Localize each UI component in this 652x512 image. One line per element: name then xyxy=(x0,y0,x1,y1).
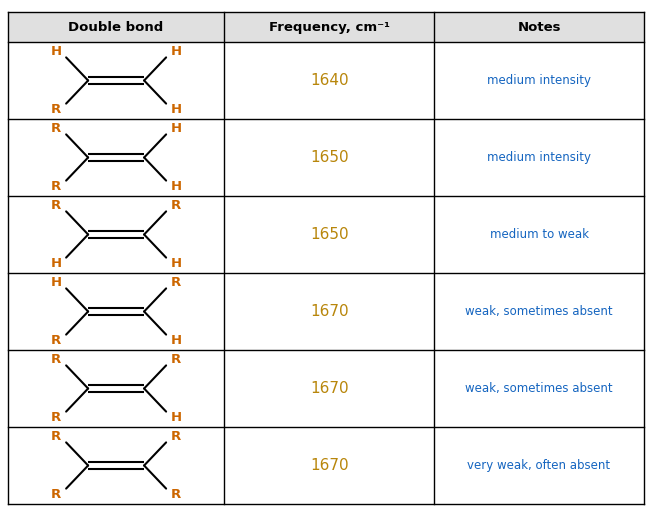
Text: very weak, often absent: very weak, often absent xyxy=(467,459,611,472)
Text: H: H xyxy=(171,122,182,135)
Text: Notes: Notes xyxy=(517,20,561,33)
Text: weak, sometimes absent: weak, sometimes absent xyxy=(466,305,613,318)
Text: R: R xyxy=(51,334,61,347)
Text: R: R xyxy=(51,180,61,193)
Text: H: H xyxy=(171,334,182,347)
Text: Double bond: Double bond xyxy=(68,20,164,33)
Text: R: R xyxy=(171,276,181,289)
Text: R: R xyxy=(51,411,61,424)
Text: R: R xyxy=(51,103,61,116)
Text: R: R xyxy=(171,430,181,443)
Text: R: R xyxy=(171,353,181,366)
Text: 1670: 1670 xyxy=(310,304,348,319)
Text: medium intensity: medium intensity xyxy=(487,74,591,87)
Text: 1650: 1650 xyxy=(310,227,348,242)
Text: H: H xyxy=(51,257,62,270)
Text: medium to weak: medium to weak xyxy=(490,228,589,241)
Text: R: R xyxy=(51,199,61,212)
Text: 1670: 1670 xyxy=(310,381,348,396)
Text: 1640: 1640 xyxy=(310,73,348,88)
Text: H: H xyxy=(171,45,182,58)
Text: 1670: 1670 xyxy=(310,458,348,473)
Text: R: R xyxy=(51,488,61,501)
Text: H: H xyxy=(171,257,182,270)
Text: R: R xyxy=(171,199,181,212)
Text: 1650: 1650 xyxy=(310,150,348,165)
Bar xyxy=(8,12,644,42)
Text: H: H xyxy=(171,180,182,193)
Text: H: H xyxy=(51,276,62,289)
Text: weak, sometimes absent: weak, sometimes absent xyxy=(466,382,613,395)
Text: R: R xyxy=(51,430,61,443)
Text: Frequency, cm⁻¹: Frequency, cm⁻¹ xyxy=(269,20,390,33)
Text: H: H xyxy=(171,411,182,424)
Text: R: R xyxy=(51,122,61,135)
Text: H: H xyxy=(51,45,62,58)
Text: R: R xyxy=(51,353,61,366)
Text: H: H xyxy=(171,103,182,116)
Text: R: R xyxy=(171,488,181,501)
Text: medium intensity: medium intensity xyxy=(487,151,591,164)
